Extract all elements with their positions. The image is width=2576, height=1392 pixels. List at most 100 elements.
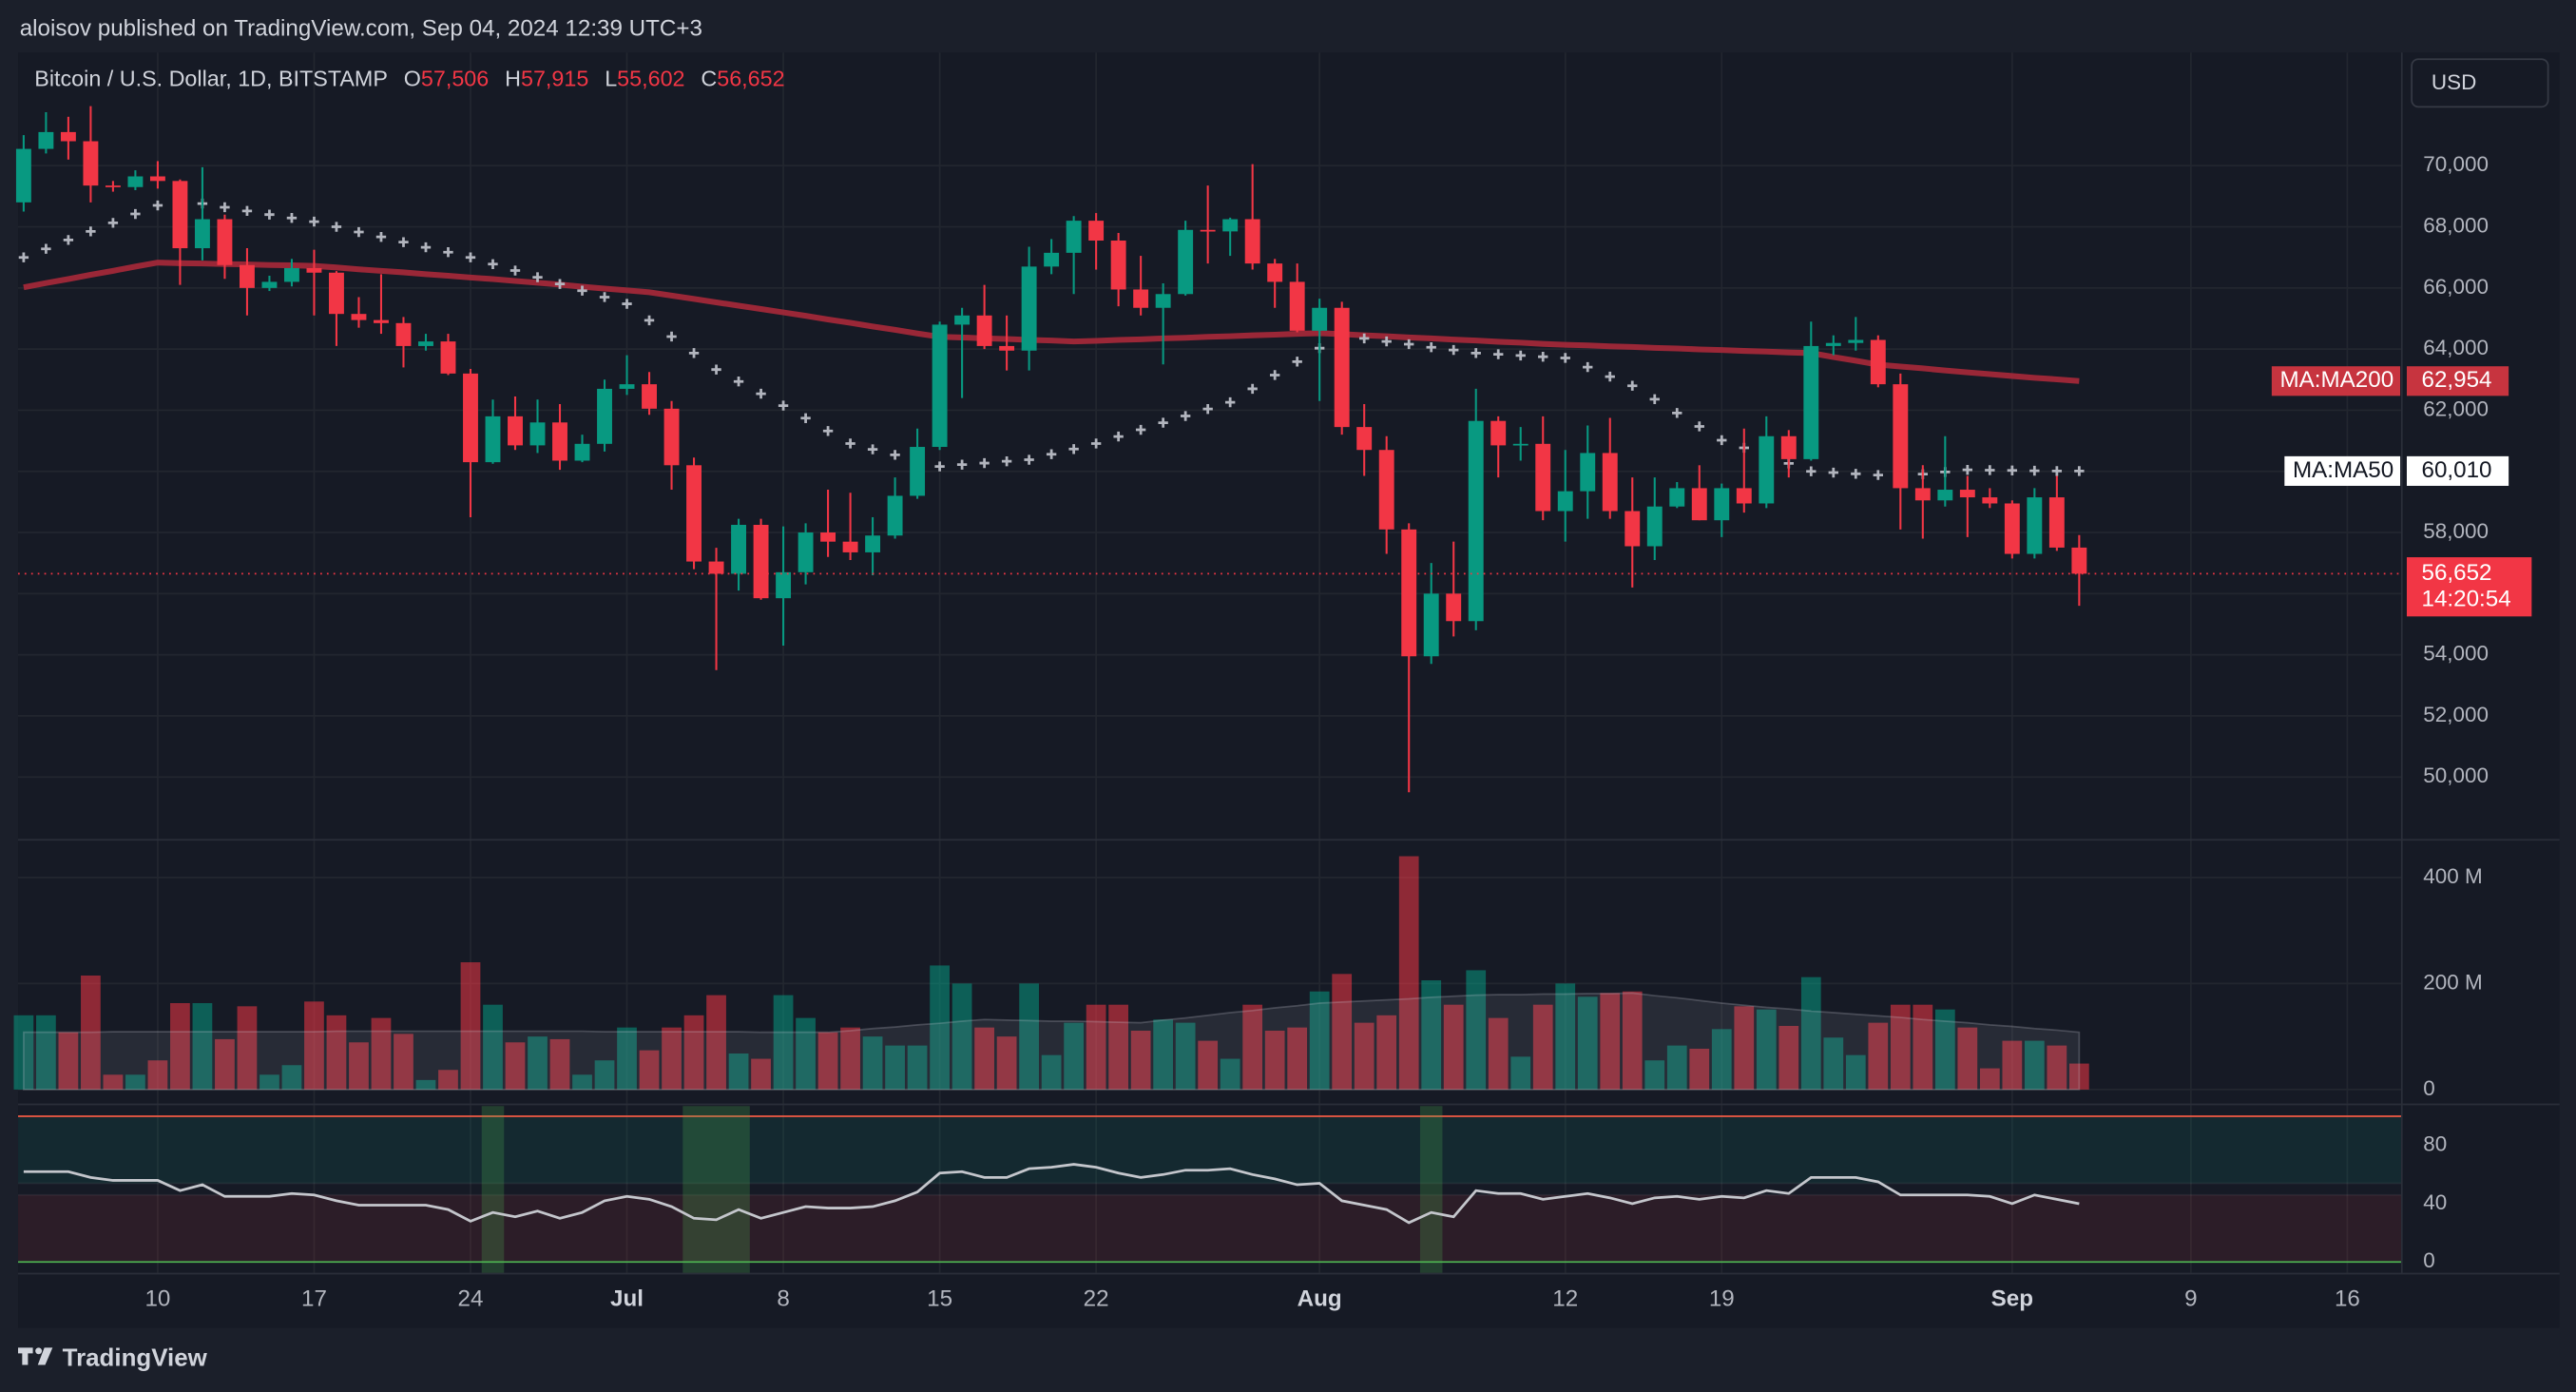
candle-body (708, 561, 724, 574)
volume-bar (1734, 1006, 1755, 1090)
ma-cross (375, 231, 387, 242)
ma-cross (1962, 464, 1973, 475)
candle-body (552, 422, 567, 461)
volume-bar (907, 1045, 928, 1090)
candle-body (1602, 453, 1618, 512)
volume-bar (1913, 1004, 1933, 1090)
candle-body (2048, 497, 2065, 548)
candle-body (1155, 294, 1171, 308)
volume-bar (728, 1053, 749, 1090)
volume-bar (371, 1017, 392, 1090)
candle-body (1066, 221, 1082, 253)
candle-body (105, 185, 121, 187)
volume-bar (1957, 1027, 1978, 1090)
volume-bar (1600, 993, 1621, 1090)
candle-body (642, 384, 657, 409)
candle-body (508, 416, 523, 446)
ma-tag-name: MA:MA200 (2280, 367, 2394, 393)
ma-cross (1224, 396, 1236, 408)
candle-body (663, 408, 680, 466)
oscillator-highlight (1419, 1106, 1443, 1274)
logo-mark (35, 1347, 43, 1355)
volume-bar (885, 1045, 905, 1090)
candle-body (1937, 490, 1953, 501)
candle-body (999, 345, 1015, 351)
currency-button[interactable]: USD (2411, 58, 2549, 108)
ma-cross (890, 450, 900, 460)
volume-bar (862, 1036, 883, 1090)
ma-tag-name-box (2284, 455, 2401, 486)
x-tick-label: 17 (301, 1286, 327, 1312)
ma-cross (2007, 465, 2018, 475)
volume-bar (1175, 1022, 1196, 1090)
candle-body (1914, 488, 1931, 501)
candle-body (1870, 339, 1886, 385)
volume-bar (974, 1027, 994, 1090)
ma-line (23, 260, 2080, 384)
volume-bar (215, 1038, 235, 1090)
ma-cross (1269, 370, 1280, 380)
candle-body (932, 324, 948, 448)
ma-cross (398, 237, 409, 247)
candle-body (1759, 435, 1775, 504)
candle-body (306, 267, 322, 273)
ma-cross (2074, 466, 2085, 476)
candle-body (261, 281, 278, 288)
candle-body (1714, 488, 1730, 521)
logo-mark (18, 1347, 33, 1365)
volume-bar (683, 1015, 704, 1090)
candle-body (1267, 263, 1283, 282)
volume-bar (1845, 1054, 1866, 1090)
candle-body (1669, 488, 1685, 507)
ma-cross (488, 259, 498, 269)
ma-cross (979, 457, 990, 469)
volume-bar (996, 1036, 1017, 1090)
volume-bar (147, 1060, 168, 1090)
candle-body (15, 148, 31, 203)
x-tick-label: Jul (610, 1286, 644, 1312)
candle-body (1044, 252, 1060, 267)
ma-cross (644, 315, 655, 326)
ma-cross (1426, 342, 1436, 353)
ohlc-value: 55,602 (617, 67, 684, 91)
ma-cross (443, 247, 453, 258)
volume-bar (1153, 1019, 1174, 1090)
ma-cross (822, 426, 834, 436)
candle-body (1312, 307, 1328, 331)
volume-tick-label: 0 (2423, 1076, 2434, 1100)
candle-body (1178, 229, 1194, 295)
logo-mark (37, 1347, 53, 1365)
x-tick-label: 15 (927, 1286, 952, 1312)
currency-label[interactable]: USD (2432, 70, 2476, 94)
ma-cross (63, 235, 74, 245)
candle-body (1244, 219, 1260, 264)
ma-cross (1583, 361, 1593, 373)
volume-bar (103, 1074, 124, 1090)
ma-cross (41, 243, 51, 254)
candle-body (1780, 435, 1797, 459)
price-tag-value: 56,652 (2422, 560, 2492, 586)
ma-cross (532, 272, 543, 282)
ma-cross (1158, 417, 1168, 428)
symbol: Bitcoin / U.S. Dollar, 1D, BITSTAMP (34, 67, 388, 91)
ma-cross (867, 444, 878, 454)
currency-button-frame[interactable] (2411, 58, 2549, 108)
ma-cross (934, 461, 945, 472)
volume-bar (281, 1065, 302, 1090)
ma-cross (264, 209, 275, 220)
candle-body (1803, 345, 1819, 459)
volume-bar (840, 1027, 860, 1090)
oscillator-upper-zone (18, 1115, 2402, 1184)
ma-tag-value-box (2406, 455, 2509, 486)
ma-cross (2029, 465, 2040, 476)
grid (18, 52, 2402, 1274)
candle-body (753, 524, 769, 599)
volume-bar (1264, 1031, 1285, 1090)
candle-body (463, 373, 478, 463)
brand-logo: TradingView (18, 1344, 208, 1371)
chart-area (18, 52, 2560, 1328)
volume-bar (706, 995, 726, 1090)
ma-cross (554, 279, 566, 289)
